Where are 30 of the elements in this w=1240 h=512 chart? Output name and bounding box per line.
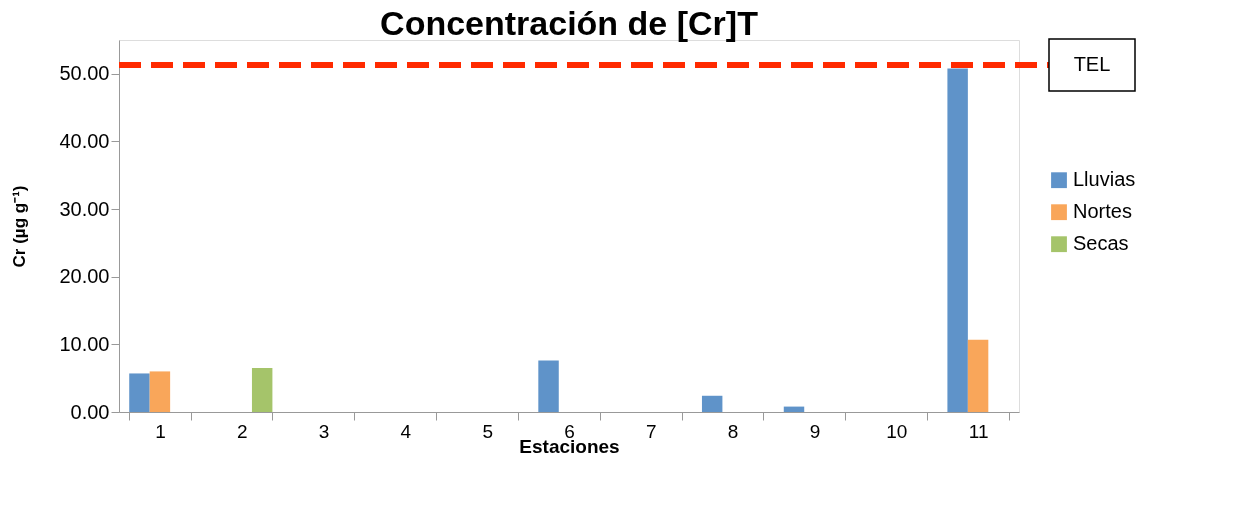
x-tick-label: 7 (646, 420, 657, 442)
bar (538, 360, 559, 412)
bar (947, 68, 968, 412)
bar (129, 373, 150, 412)
bar (701, 395, 723, 412)
legend-label: Lluvias (1073, 168, 1136, 191)
y-tick-label: 20.00 (59, 265, 110, 288)
chart-title: Concentración de [Cr]T (380, 4, 759, 43)
x-tick-label: 8 (727, 420, 739, 442)
x-tick-label: 2 (236, 420, 248, 442)
ref-line-label: TEL (1073, 53, 1111, 76)
y-tick-label: 10.00 (59, 332, 110, 355)
legend-label: Secas (1073, 232, 1129, 255)
x-tick-label: 11 (968, 420, 989, 442)
y-tick-label: 40.00 (59, 129, 110, 152)
x-tick-label: 9 (809, 420, 821, 442)
x-tick-label: 10 (886, 420, 908, 442)
x-tick-label: 3 (318, 420, 330, 442)
y-axis-title: Cr (µg g⁻¹) (10, 185, 30, 268)
y-tick-label: 30.00 (59, 197, 110, 220)
x-tick-label: 5 (482, 420, 493, 442)
bar (967, 339, 989, 412)
bar (783, 406, 805, 412)
bar (251, 368, 273, 412)
bar (149, 371, 171, 412)
y-tick-label: 0.00 (70, 400, 110, 423)
x-tick-label: 4 (400, 420, 412, 442)
legend-label: Nortes (1073, 200, 1132, 223)
x-tick-label: 1 (155, 420, 166, 442)
y-tick-label: 50.00 (59, 62, 110, 85)
